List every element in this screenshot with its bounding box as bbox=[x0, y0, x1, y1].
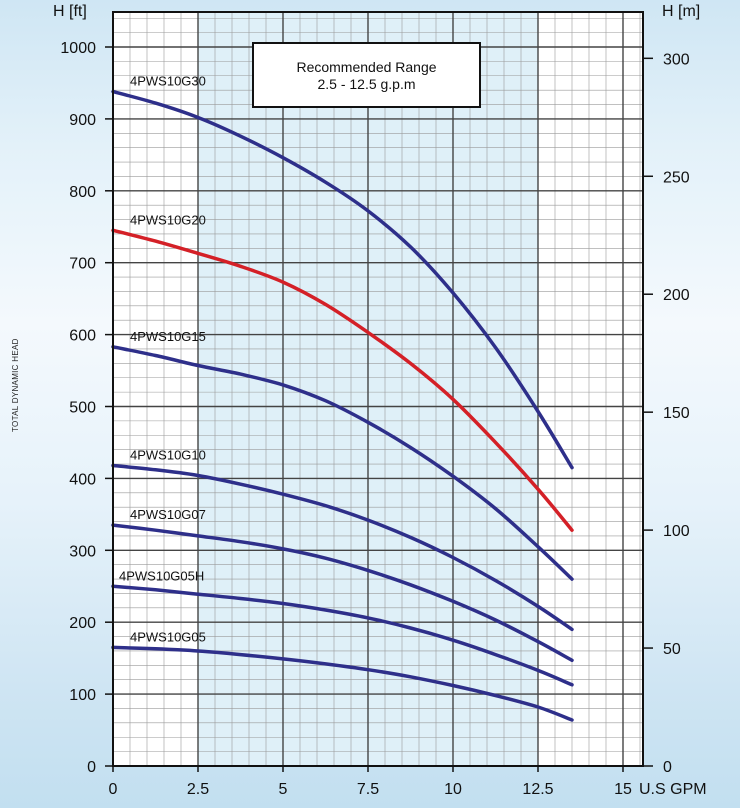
curve-4pws10g10 bbox=[111, 463, 574, 632]
series-label-4pws10g15: 4PWS10G15 bbox=[130, 329, 206, 344]
x-tick-label: 12.5 bbox=[522, 781, 553, 798]
x-tick-label: 5 bbox=[279, 781, 288, 798]
series-label-4pws10g05: 4PWS10G05 bbox=[130, 629, 206, 644]
curve-4pws10g15 bbox=[111, 345, 574, 581]
y-right-tick-label: 50 bbox=[663, 641, 681, 658]
y-left-tick-label: 600 bbox=[69, 328, 96, 345]
series-label-4pws10g30: 4PWS10G30 bbox=[130, 74, 206, 89]
side-axis-label: TOTAL DYNAMIC HEAD bbox=[11, 338, 20, 432]
y-left-tick-label: 100 bbox=[69, 687, 96, 704]
y-left-tick-label: 500 bbox=[69, 400, 96, 417]
x-axis-ticks: 0 2.5 5 7.5 10 12.5 15 bbox=[109, 766, 632, 798]
curve-4pws10g05h bbox=[111, 584, 574, 687]
y-right-tick-label: 0 bbox=[663, 759, 672, 776]
series-label-4pws10g07: 4PWS10G07 bbox=[130, 507, 206, 522]
y-axis-right-title: H [m] bbox=[662, 3, 700, 20]
curve-4pws10g30 bbox=[111, 89, 574, 470]
y-left-tick-label: 700 bbox=[69, 256, 96, 273]
y-axis-left-ticks: 0 100 200 300 400 500 600 700 800 900 1000 bbox=[60, 40, 113, 776]
y-left-tick-label: 200 bbox=[69, 615, 96, 632]
x-tick-label: 2.5 bbox=[187, 781, 209, 798]
y-axis-right-ticks: 0 50 100 150 200 250 300 bbox=[643, 51, 690, 776]
x-axis-title: U.S GPM bbox=[639, 781, 707, 798]
y-right-tick-label: 150 bbox=[663, 405, 690, 422]
x-tick-label: 0 bbox=[109, 781, 118, 798]
x-tick-label: 15 bbox=[614, 781, 632, 798]
pump-curves bbox=[111, 89, 574, 722]
y-left-tick-label: 0 bbox=[87, 759, 96, 776]
x-tick-label: 7.5 bbox=[357, 781, 379, 798]
y-left-tick-label: 900 bbox=[69, 112, 96, 129]
recommended-range-annotation: Recommended Range 2.5 - 12.5 g.p.m bbox=[252, 42, 481, 108]
y-right-tick-label: 300 bbox=[663, 51, 690, 68]
y-left-tick-label: 300 bbox=[69, 543, 96, 560]
series-label-4pws10g10: 4PWS10G10 bbox=[130, 447, 206, 462]
series-labels: 4PWS10G30 4PWS10G20 4PWS10G15 4PWS10G10 4PWS… bbox=[119, 74, 206, 645]
y-left-tick-label: 400 bbox=[69, 471, 96, 488]
y-left-tick-label: 1000 bbox=[60, 40, 96, 57]
annotation-line-1: Recommended Range bbox=[296, 59, 436, 75]
y-axis-left-title: H [ft] bbox=[53, 3, 87, 20]
y-right-tick-label: 200 bbox=[663, 287, 690, 304]
x-tick-label: 10 bbox=[444, 781, 462, 798]
curve-4pws10g07 bbox=[111, 523, 574, 663]
plot-frame bbox=[112, 11, 644, 767]
annotation-box bbox=[252, 42, 481, 108]
y-right-tick-label: 250 bbox=[663, 169, 690, 186]
curve-4pws10g20 bbox=[111, 228, 574, 532]
series-label-4pws10g05h: 4PWS10G05H bbox=[119, 568, 204, 583]
series-label-4pws10g20: 4PWS10G20 bbox=[130, 212, 206, 227]
annotation-line-2: 2.5 - 12.5 g.p.m bbox=[317, 76, 415, 92]
y-right-tick-label: 100 bbox=[663, 523, 690, 540]
y-left-tick-label: 800 bbox=[69, 184, 96, 201]
curve-4pws10g05 bbox=[111, 645, 574, 722]
